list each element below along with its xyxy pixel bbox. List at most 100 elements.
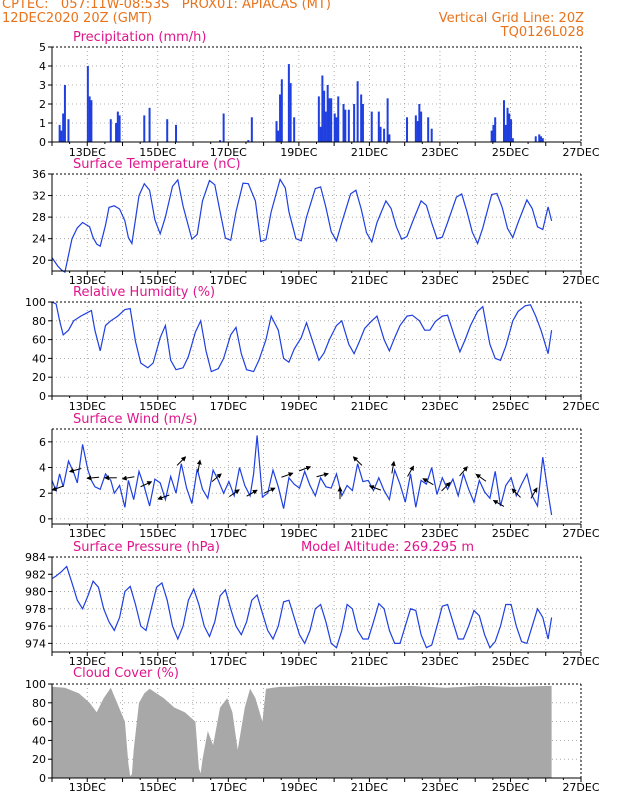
precip-bar bbox=[511, 138, 514, 142]
x-tick-label: 19DEC bbox=[280, 781, 317, 794]
y-tick-label: 0 bbox=[39, 513, 46, 526]
precip-bar bbox=[321, 75, 324, 142]
precip-bar bbox=[418, 104, 421, 142]
precip-bar bbox=[420, 111, 423, 142]
precip-bar bbox=[293, 117, 296, 142]
temp-series-line bbox=[51, 177, 553, 274]
precip-bar bbox=[67, 119, 70, 142]
x-tick-label: 13DEC bbox=[69, 655, 106, 668]
x-tick-label: 23DEC bbox=[421, 146, 458, 159]
precip-bar bbox=[386, 98, 389, 142]
wind-arrow bbox=[492, 500, 505, 507]
pres-title: Surface Pressure (hPa) bbox=[73, 540, 220, 555]
y-tick-label: 3 bbox=[39, 79, 46, 92]
pres-subtitle: Model Altitude: 269.295 m bbox=[301, 540, 474, 555]
precip-bar bbox=[148, 107, 151, 142]
precip-bar bbox=[275, 121, 278, 142]
header-date-line: 12DEC2020 20Z (GMT) bbox=[2, 11, 153, 26]
wind-arrow bbox=[422, 478, 434, 486]
precip-bar bbox=[323, 90, 326, 142]
x-tick-label: 17DEC bbox=[210, 146, 247, 159]
x-tick-label: 27DEC bbox=[562, 274, 599, 287]
wind-arrow bbox=[475, 473, 487, 482]
precip-bar bbox=[60, 130, 63, 142]
x-tick-label: 25DEC bbox=[492, 527, 529, 540]
precip-bar bbox=[317, 96, 320, 142]
x-tick-label: 27DEC bbox=[562, 527, 599, 540]
precip-bar bbox=[58, 124, 61, 142]
precip-bar bbox=[63, 85, 66, 142]
precip-bar bbox=[344, 109, 347, 142]
precip-bar bbox=[116, 111, 119, 142]
precip-bar bbox=[370, 111, 373, 142]
x-tick-label: 13DEC bbox=[69, 527, 106, 540]
precip-bar bbox=[427, 117, 430, 142]
precip-bar bbox=[88, 96, 91, 142]
precip-bar bbox=[247, 140, 250, 142]
precip-bar bbox=[538, 134, 541, 142]
y-tick-label: 4 bbox=[39, 60, 46, 73]
precip-bar bbox=[333, 113, 336, 142]
precip-bar bbox=[222, 113, 225, 142]
precip-bar bbox=[379, 126, 382, 142]
precip-bar bbox=[118, 115, 121, 142]
precip-bar bbox=[335, 117, 338, 142]
precip-bar bbox=[492, 124, 495, 142]
precip-bar bbox=[414, 115, 417, 142]
y-tick-label: 2 bbox=[39, 98, 46, 111]
wind-arrow bbox=[211, 473, 222, 483]
precip-bar bbox=[508, 113, 511, 142]
y-tick-label: 1 bbox=[39, 117, 46, 130]
header-grid-line-note: Vertical Grid Line: 20Z bbox=[438, 11, 584, 26]
wind-arrow bbox=[263, 487, 276, 494]
x-tick-label: 17DEC bbox=[210, 400, 247, 413]
wind-arrow bbox=[176, 456, 187, 466]
x-tick-label: 21DEC bbox=[351, 400, 388, 413]
rh-title: Relative Humidity (%) bbox=[73, 285, 215, 300]
y-tick-label: 5 bbox=[39, 41, 46, 54]
y-tick-label: 0 bbox=[39, 772, 46, 785]
wind-arrow bbox=[68, 468, 82, 473]
temp-title: Surface Temperature (nC) bbox=[73, 157, 241, 172]
y-tick-label: 80 bbox=[32, 315, 46, 328]
header-station-line: CPTEC: 057:11W-08:53S PROX01: APIACAS (M… bbox=[2, 0, 331, 12]
x-tick-label: 23DEC bbox=[421, 781, 458, 794]
wind-title: Surface Wind (m/s) bbox=[73, 412, 197, 427]
precip-bar bbox=[356, 81, 359, 142]
y-tick-label: 60 bbox=[32, 334, 46, 347]
wind-panel: 0 2 4 6 13DEC 15DEC 17DEC 19DEC 21DEC 23DEC 25DEC 2… bbox=[39, 412, 600, 540]
y-tick-label: 20 bbox=[32, 254, 46, 267]
wind-arrow bbox=[298, 465, 312, 472]
x-tick-label: 27DEC bbox=[562, 146, 599, 159]
temp-panel: 20 24 28 32 36 13DEC 15DEC 17DEC 19DEC 21DEC 23DEC… bbox=[32, 157, 600, 287]
precip-bar bbox=[86, 66, 89, 142]
wind-arrow bbox=[352, 456, 363, 466]
x-tick-label: 15DEC bbox=[139, 274, 176, 287]
cloud-cover-area bbox=[51, 685, 552, 778]
wind-arrow bbox=[368, 485, 382, 491]
x-tick-label: 15DEC bbox=[139, 527, 176, 540]
y-tick-label: 974 bbox=[25, 637, 46, 650]
x-tick-label: 17DEC bbox=[210, 655, 247, 668]
precip-bar bbox=[430, 128, 433, 142]
wind-arrow bbox=[407, 465, 414, 477]
x-tick-label: 13DEC bbox=[69, 781, 106, 794]
x-tick-label: 15DEC bbox=[139, 781, 176, 794]
x-tick-label: 17DEC bbox=[210, 781, 247, 794]
x-tick-label: 17DEC bbox=[210, 274, 247, 287]
x-tick-label: 13DEC bbox=[69, 274, 106, 287]
precip-bar bbox=[377, 111, 380, 142]
x-tick-label: 19DEC bbox=[280, 146, 317, 159]
wind-arrows bbox=[51, 456, 538, 507]
x-tick-label: 23DEC bbox=[421, 655, 458, 668]
precip-bar bbox=[504, 124, 507, 142]
precip-bar bbox=[383, 128, 386, 142]
precip-bar bbox=[280, 79, 283, 142]
precip-bar bbox=[510, 119, 513, 142]
precip-bar bbox=[406, 117, 409, 142]
x-tick-label: 15DEC bbox=[139, 400, 176, 413]
precip-bar bbox=[326, 85, 329, 142]
wind-arrow bbox=[121, 475, 135, 481]
x-tick-label: 15DEC bbox=[139, 146, 176, 159]
x-tick-label: 25DEC bbox=[492, 274, 529, 287]
